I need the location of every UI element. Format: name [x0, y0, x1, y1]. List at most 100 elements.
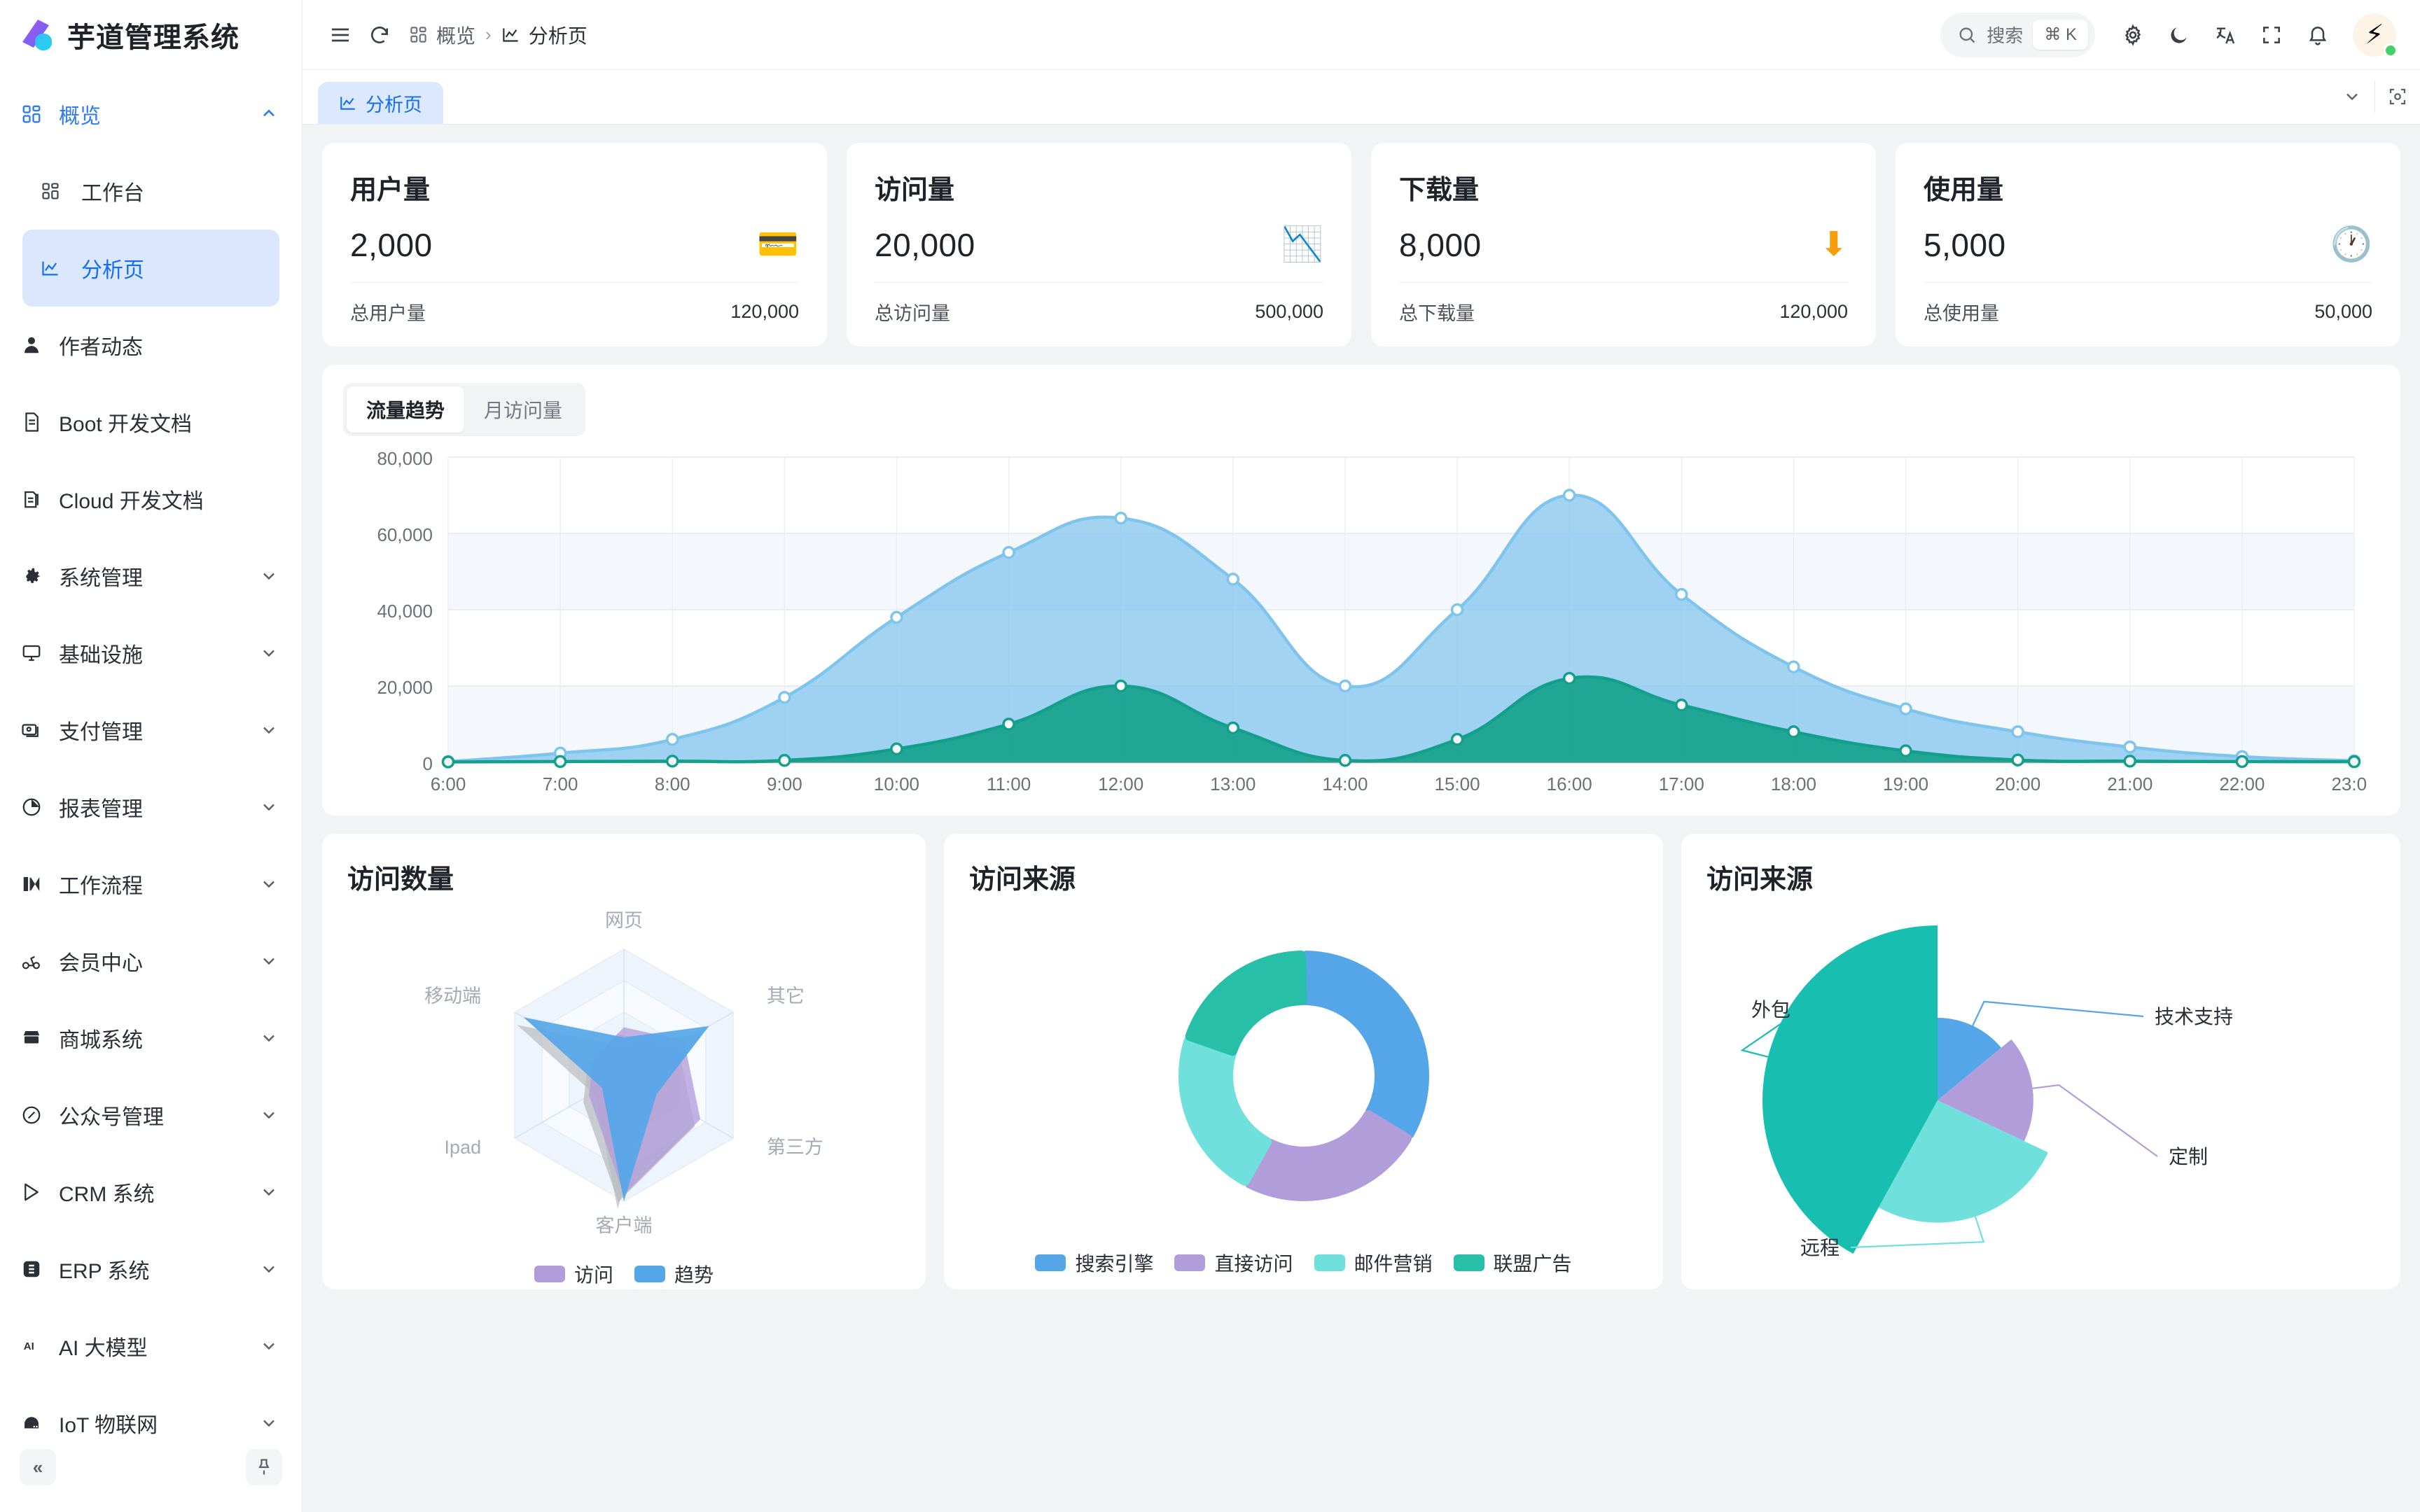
stat-card-visits[interactable]: 访问量 20,000 📉 总访问量 500,000 [847, 143, 1351, 346]
svg-text:外包: 外包 [1751, 999, 1790, 1021]
refresh-icon[interactable] [360, 15, 399, 55]
chevron-down-icon [257, 1028, 281, 1048]
sidebar-item-label: Boot 开发文档 [59, 413, 193, 436]
sidebar-item-mall-system[interactable]: 商城系统 [0, 1000, 302, 1077]
legend-item[interactable]: 趋势 [634, 1260, 714, 1288]
radar-chart[interactable]: 网页 其它 第三方 客户端 Ipad 移动端 [347, 900, 900, 1264]
sidebar-item-system-management[interactable]: 系统管理 [0, 538, 302, 615]
svg-text:20,000: 20,000 [377, 677, 433, 698]
svg-text:13:00: 13:00 [1210, 774, 1256, 794]
avatar[interactable]: ⚡ [2353, 13, 2398, 57]
pin-sidebar-button[interactable] [246, 1449, 282, 1485]
sidebar-item-label: ERP 系统 [59, 1260, 150, 1283]
legend-item[interactable]: 邮件营销 [1314, 1249, 1433, 1277]
svg-text:远程: 远程 [1800, 1237, 1840, 1259]
chevron-down-icon [257, 1336, 281, 1356]
sidebar-subitem-workbench[interactable]: 工作台 [22, 153, 279, 230]
legend-item[interactable]: 搜索引擎 [1035, 1249, 1153, 1277]
dashboard-icon [409, 25, 428, 44]
sidebar-subitem-label: 工作台 [81, 182, 144, 205]
svg-text:17:00: 17:00 [1659, 774, 1704, 794]
sidebar-subitem-label: 分析页 [81, 259, 144, 282]
source-pie-card: 访问来源 技术支持 定制 远程 外包 [1681, 834, 2400, 1289]
breadcrumb-item-analytics[interactable]: 分析页 [501, 21, 587, 49]
card-title: 访问数量 [347, 865, 454, 895]
tab-analytics[interactable]: 分析页 [318, 82, 443, 124]
avatar-emoji: ⚡ [2365, 20, 2384, 50]
settings-icon[interactable] [2113, 15, 2153, 55]
gear-icon [21, 566, 52, 587]
svg-text:Ipad: Ipad [445, 1137, 482, 1158]
chevron-down-icon[interactable] [2330, 69, 2374, 124]
tab-bar-actions [2330, 69, 2420, 124]
rose-pie-chart[interactable]: 技术支持 定制 远程 外包 [1706, 897, 2375, 1289]
analytics-icon [501, 25, 520, 44]
sidebar-item-official-account[interactable]: 公众号管理 [0, 1077, 302, 1154]
donut-chart[interactable] [969, 897, 1638, 1254]
svg-text:6:00: 6:00 [431, 774, 466, 794]
fullscreen-icon[interactable] [2252, 15, 2291, 55]
sidebar-item-iot[interactable]: IoT 物联网 [0, 1385, 302, 1435]
sidebar-item-ai-model[interactable]: AI AI 大模型 [0, 1308, 302, 1385]
sidebar-item-overview[interactable]: 概览 [0, 76, 302, 153]
chevron-down-icon [257, 1105, 281, 1125]
collapse-sidebar-button[interactable]: « [20, 1449, 56, 1485]
stat-footer-value: 120,000 [730, 301, 799, 322]
svg-text:15:00: 15:00 [1435, 774, 1480, 794]
sidebar-item-crm-system[interactable]: CRM 系统 [0, 1154, 302, 1231]
breadcrumb: 概览 › 分析页 [409, 21, 587, 49]
donut-legend: 搜索引擎 直接访问 邮件营销 联盟广告 [969, 1249, 1638, 1277]
sidebar-item-report-management[interactable]: 报表管理 [0, 769, 302, 846]
stat-footer-label: 总访问量 [875, 303, 950, 324]
notifications-icon[interactable] [2298, 15, 2337, 55]
tab-traffic-trend[interactable]: 流量趋势 [347, 386, 465, 433]
stat-card-row: 用户量 2,000 💳 总用户量 120,000 访问量 20,000 [322, 143, 2400, 346]
hamburger-icon[interactable] [321, 15, 360, 55]
chevron-up-icon [257, 104, 281, 124]
reload-area-icon[interactable] [2375, 69, 2420, 124]
search-icon [1957, 25, 1977, 45]
chevron-down-icon [257, 643, 281, 663]
breadcrumb-item-overview[interactable]: 概览 [409, 21, 475, 49]
legend-item[interactable]: 联盟广告 [1453, 1249, 1572, 1277]
sidebar-subitem-analytics[interactable]: 分析页 [22, 230, 279, 307]
source-donut-card: 访问来源 搜索引擎 直接访问 [944, 834, 1663, 1289]
sidebar-item-label: 商城系统 [59, 1029, 143, 1052]
search-input[interactable]: 搜索 ⌘ K [1940, 12, 2095, 57]
sidebar-item-member-center[interactable]: 会员中心 [0, 923, 302, 1000]
stat-card-usage[interactable]: 使用量 5,000 🕐 总使用量 50,000 [1896, 143, 2400, 346]
chevron-down-icon [257, 1413, 281, 1433]
legend-item[interactable]: 直接访问 [1174, 1249, 1293, 1277]
sidebar-item-cloud-docs[interactable]: Cloud 开发文档 [0, 461, 302, 538]
download-arrow-icon: ⬇ [1819, 226, 1848, 263]
pie-chart-icon: 📉 [1281, 226, 1323, 263]
iot-icon [21, 1413, 52, 1434]
stat-title: 访问量 [875, 176, 955, 205]
trend-area-chart[interactable]: 0 20,000 40,000 60,000 80,000 6:00 7:00 8:00 9:0… [343, 446, 2379, 803]
sidebar-item-boot-docs[interactable]: Boot 开发文档 [0, 384, 302, 461]
language-icon[interactable] [2206, 15, 2245, 55]
analytics-icon [339, 94, 357, 112]
pin-icon [254, 1457, 274, 1477]
svg-text:移动端: 移动端 [424, 986, 481, 1007]
legend-item[interactable]: 访问 [534, 1260, 613, 1288]
status-badge [2384, 43, 2398, 57]
search-placeholder: 搜索 [1987, 25, 2024, 46]
stat-footer-label: 总使用量 [1924, 303, 1999, 324]
sidebar-item-erp-system[interactable]: ERP 系统 [0, 1231, 302, 1308]
sidebar-item-workflow[interactable]: 工作流程 [0, 846, 302, 923]
stat-card-users[interactable]: 用户量 2,000 💳 总用户量 120,000 [322, 143, 827, 346]
legend-label: 联盟广告 [1493, 1253, 1572, 1275]
sidebar-item-label: 支付管理 [59, 721, 143, 744]
stat-card-downloads[interactable]: 下载量 8,000 ⬇ 总下载量 120,000 [1371, 143, 1876, 346]
tab-monthly-visits[interactable]: 月访问量 [484, 400, 563, 421]
sidebar-item-infrastructure[interactable]: 基础设施 [0, 615, 302, 692]
sidebar-item-payment-management[interactable]: 支付管理 [0, 692, 302, 769]
sidebar-item-author-feed[interactable]: 作者动态 [0, 307, 302, 384]
sidebar-item-label: 基础设施 [59, 644, 143, 667]
monitor-icon [21, 643, 52, 664]
svg-text:60,000: 60,000 [377, 524, 433, 545]
dark-mode-icon[interactable] [2160, 15, 2199, 55]
legend-label: 邮件营销 [1354, 1253, 1433, 1275]
app-logo-row[interactable]: 芋道管理系统 [0, 0, 302, 70]
